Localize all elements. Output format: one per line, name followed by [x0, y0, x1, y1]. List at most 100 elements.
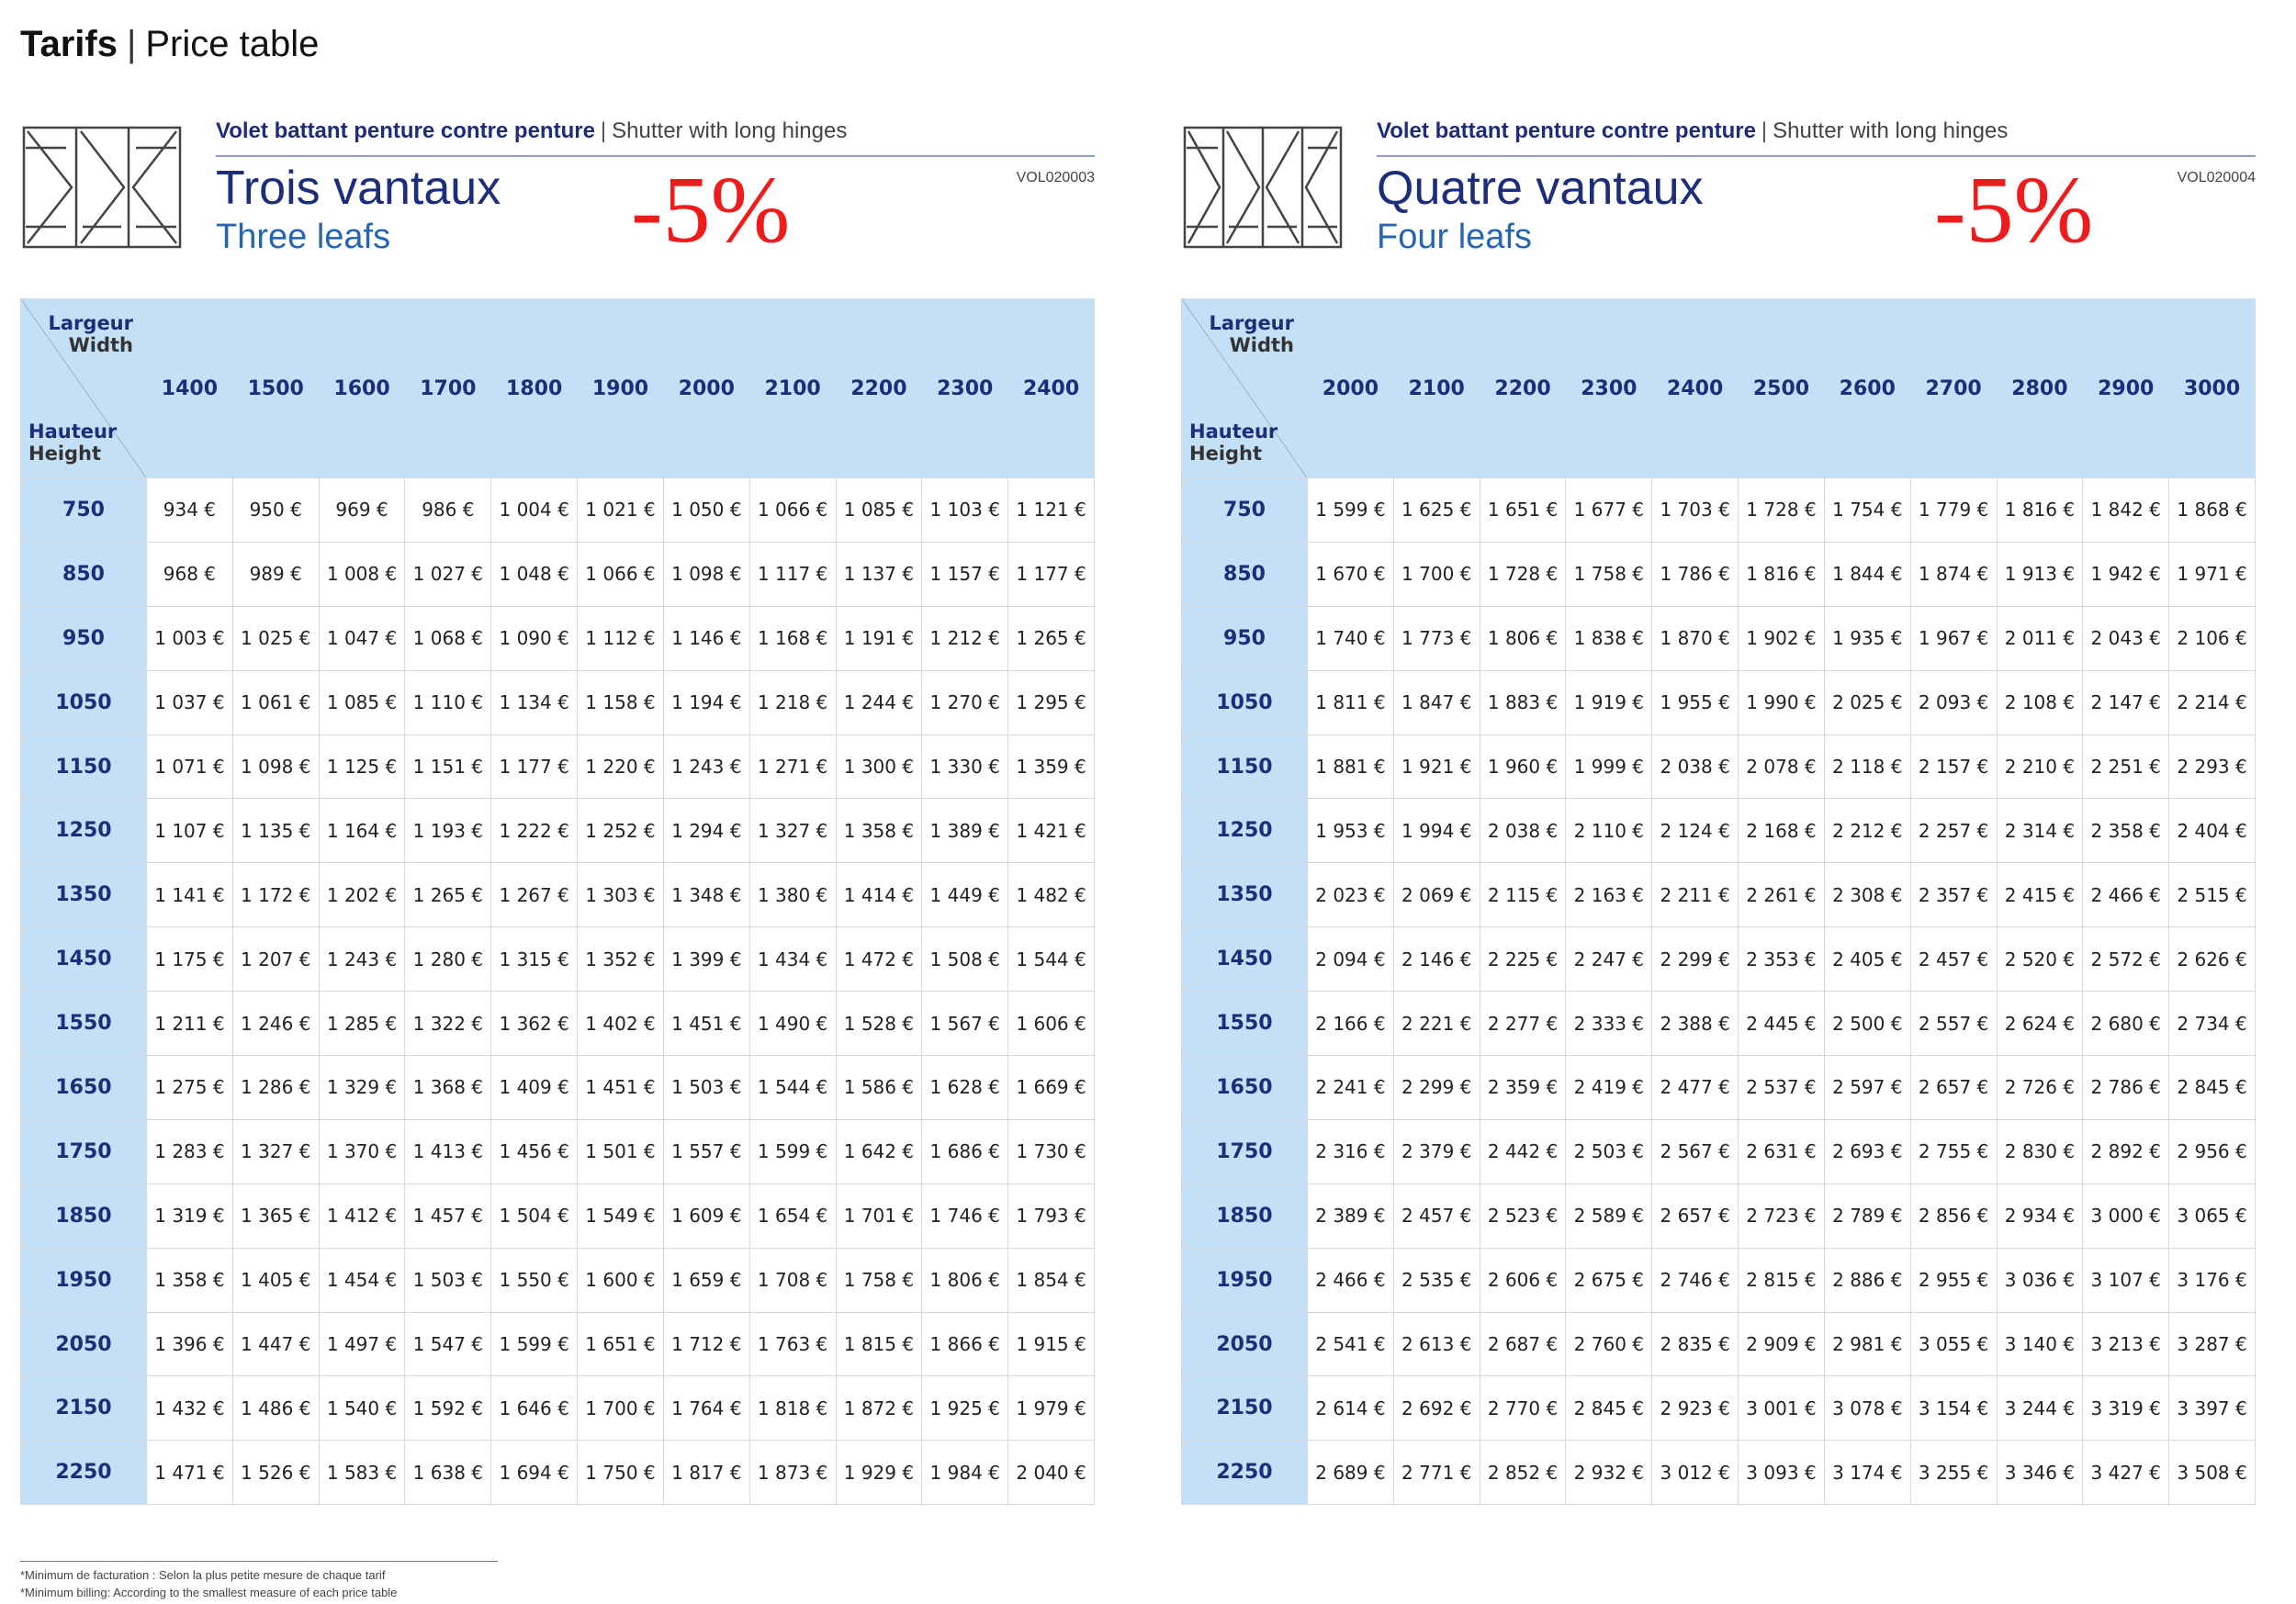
price-cell: 1 368 €	[404, 1055, 492, 1120]
price-cell: 2 147 €	[2082, 669, 2170, 735]
price-cell: 1 329 €	[318, 1055, 406, 1120]
price-cell: 2 734 €	[2168, 991, 2256, 1057]
price-cell: 1 348 €	[662, 862, 750, 928]
price-cell: 1 380 €	[748, 862, 837, 928]
height-header-cell: 1750	[1181, 1118, 1308, 1184]
price-cell: 1 567 €	[921, 991, 1009, 1057]
page-title-separator: |	[126, 24, 137, 64]
footnote-line-fr: *Minimum de facturation : Selon la plus …	[20, 1568, 386, 1582]
price-cell: 2 537 €	[1738, 1055, 1825, 1120]
width-label-fr: Largeur	[1209, 312, 1295, 334]
width-label-en: Width	[1229, 334, 1294, 357]
price-cell: 2 257 €	[1909, 798, 1998, 864]
price-cell: 2 614 €	[1307, 1375, 1394, 1441]
price-cell: 1 047 €	[318, 605, 406, 671]
price-cell: 1 599 €	[490, 1311, 579, 1377]
subtitle-separator: |	[600, 118, 607, 143]
price-cell: 1 456 €	[490, 1118, 579, 1184]
price-cell: 1 098 €	[662, 541, 750, 607]
price-cell: 1 220 €	[577, 734, 664, 800]
price-cell: 2 389 €	[1307, 1183, 1394, 1249]
price-cell: 1 728 €	[1738, 477, 1825, 543]
height-header-cell: 1450	[1181, 926, 1308, 993]
corner-cell: Largeur Width Hauteur Height	[1181, 298, 1308, 478]
price-cell: 2 466 €	[1307, 1247, 1394, 1313]
height-label-fr: Hauteur	[28, 420, 118, 443]
price-cell: 2 657 €	[1651, 1183, 1739, 1249]
price-cell: 1 434 €	[748, 926, 837, 993]
price-cell: 1 172 €	[231, 862, 320, 928]
price-cell: 1 449 €	[921, 862, 1009, 928]
price-cell: 2 247 €	[1565, 926, 1653, 993]
price-cell: 2 956 €	[2168, 1118, 2256, 1184]
price-cell: 2 466 €	[2082, 862, 2170, 928]
width-label-en: Width	[68, 334, 133, 357]
subtitle-fr: Volet battant penture contre penture	[1377, 118, 1756, 143]
price-cell: 1 746 €	[921, 1183, 1009, 1249]
price-cell: 2 251 €	[2082, 734, 2170, 800]
price-cell: 2 909 €	[1738, 1311, 1825, 1377]
price-cell: 1 103 €	[921, 477, 1009, 543]
price-cell: 1 399 €	[662, 926, 750, 993]
price-cell: 2 770 €	[1479, 1375, 1567, 1441]
price-cell: 1 447 €	[231, 1311, 320, 1377]
height-header-cell: 1650	[20, 1055, 147, 1120]
price-cell: 1 544 €	[748, 1055, 837, 1120]
width-header-cell: 1700	[404, 298, 492, 478]
price-cell: 1 844 €	[1823, 541, 1911, 607]
price-cell: 1 322 €	[404, 991, 492, 1057]
height-header-cell: 2150	[20, 1375, 147, 1441]
table-row: 1550 1 211 €1 246 €1 285 €1 322 €1 362 €1…	[20, 991, 1095, 1057]
price-cell: 1 942 €	[2082, 541, 2170, 607]
price-cell: 1 935 €	[1823, 605, 1911, 671]
price-cell: 1 327 €	[748, 798, 837, 864]
price-cell: 1 471 €	[146, 1440, 233, 1506]
price-cell: 2 115 €	[1479, 862, 1567, 928]
price-cell: 2 746 €	[1651, 1247, 1739, 1313]
price-cell: 2 093 €	[1909, 669, 1998, 735]
price-cell: 2 038 €	[1479, 798, 1567, 864]
price-cell: 1 915 €	[1007, 1311, 1095, 1377]
price-cell: 2 597 €	[1823, 1055, 1911, 1120]
price-cell: 1 358 €	[835, 798, 923, 864]
table-row: 1350 2 023 €2 069 €2 115 €2 163 €2 211 €2…	[1181, 862, 2256, 928]
price-cell: 1 708 €	[748, 1247, 837, 1313]
price-cell: 1 421 €	[1007, 798, 1095, 864]
table-row: 1950 1 358 €1 405 €1 454 €1 503 €1 550 €1…	[20, 1247, 1095, 1313]
price-cell: 1 068 €	[404, 605, 492, 671]
panel-title-en: Three leafs	[216, 218, 391, 256]
price-cell: 1 750 €	[577, 1440, 664, 1506]
price-cell: 2 442 €	[1479, 1118, 1567, 1184]
price-cell: 2 955 €	[1909, 1247, 1998, 1313]
table-row: 2150 2 614 €2 692 €2 770 €2 845 €2 923 €3…	[1181, 1375, 2256, 1441]
price-cell: 1 267 €	[490, 862, 579, 928]
price-cell: 2 106 €	[2168, 605, 2256, 671]
price-cell: 1 600 €	[577, 1247, 664, 1313]
height-header-cell: 750	[1181, 477, 1308, 543]
price-cell: 3 012 €	[1651, 1440, 1739, 1506]
price-cell: 1 137 €	[835, 541, 923, 607]
price-cell: 1 599 €	[1307, 477, 1394, 543]
price-cell: 2 541 €	[1307, 1311, 1394, 1377]
price-cell: 1 793 €	[1007, 1183, 1095, 1249]
table-row: 1550 2 166 €2 221 €2 277 €2 333 €2 388 €2…	[1181, 991, 2256, 1057]
price-cell: 2 146 €	[1392, 926, 1480, 993]
height-header-cell: 1150	[1181, 734, 1308, 800]
price-cell: 2 358 €	[2082, 798, 2170, 864]
width-header-cell: 1600	[318, 298, 406, 478]
price-cell: 2 359 €	[1479, 1055, 1567, 1120]
price-cell: 3 346 €	[1996, 1440, 2084, 1506]
price-cell: 1 071 €	[146, 734, 233, 800]
price-cell: 2 557 €	[1909, 991, 1998, 1057]
price-cell: 1 881 €	[1307, 734, 1394, 800]
price-cell: 1 125 €	[318, 734, 406, 800]
price-cell: 1 557 €	[662, 1118, 750, 1184]
table-row: 1650 1 275 €1 286 €1 329 €1 368 €1 409 €1…	[20, 1055, 1095, 1120]
price-cell: 1 396 €	[146, 1311, 233, 1377]
price-cell: 1 854 €	[1007, 1247, 1095, 1313]
height-label-fr: Hauteur	[1189, 420, 1278, 443]
price-cell: 989 €	[231, 541, 320, 607]
price-cell: 2 241 €	[1307, 1055, 1394, 1120]
price-cell: 1 066 €	[748, 477, 837, 543]
price-cell: 1 870 €	[1651, 605, 1739, 671]
